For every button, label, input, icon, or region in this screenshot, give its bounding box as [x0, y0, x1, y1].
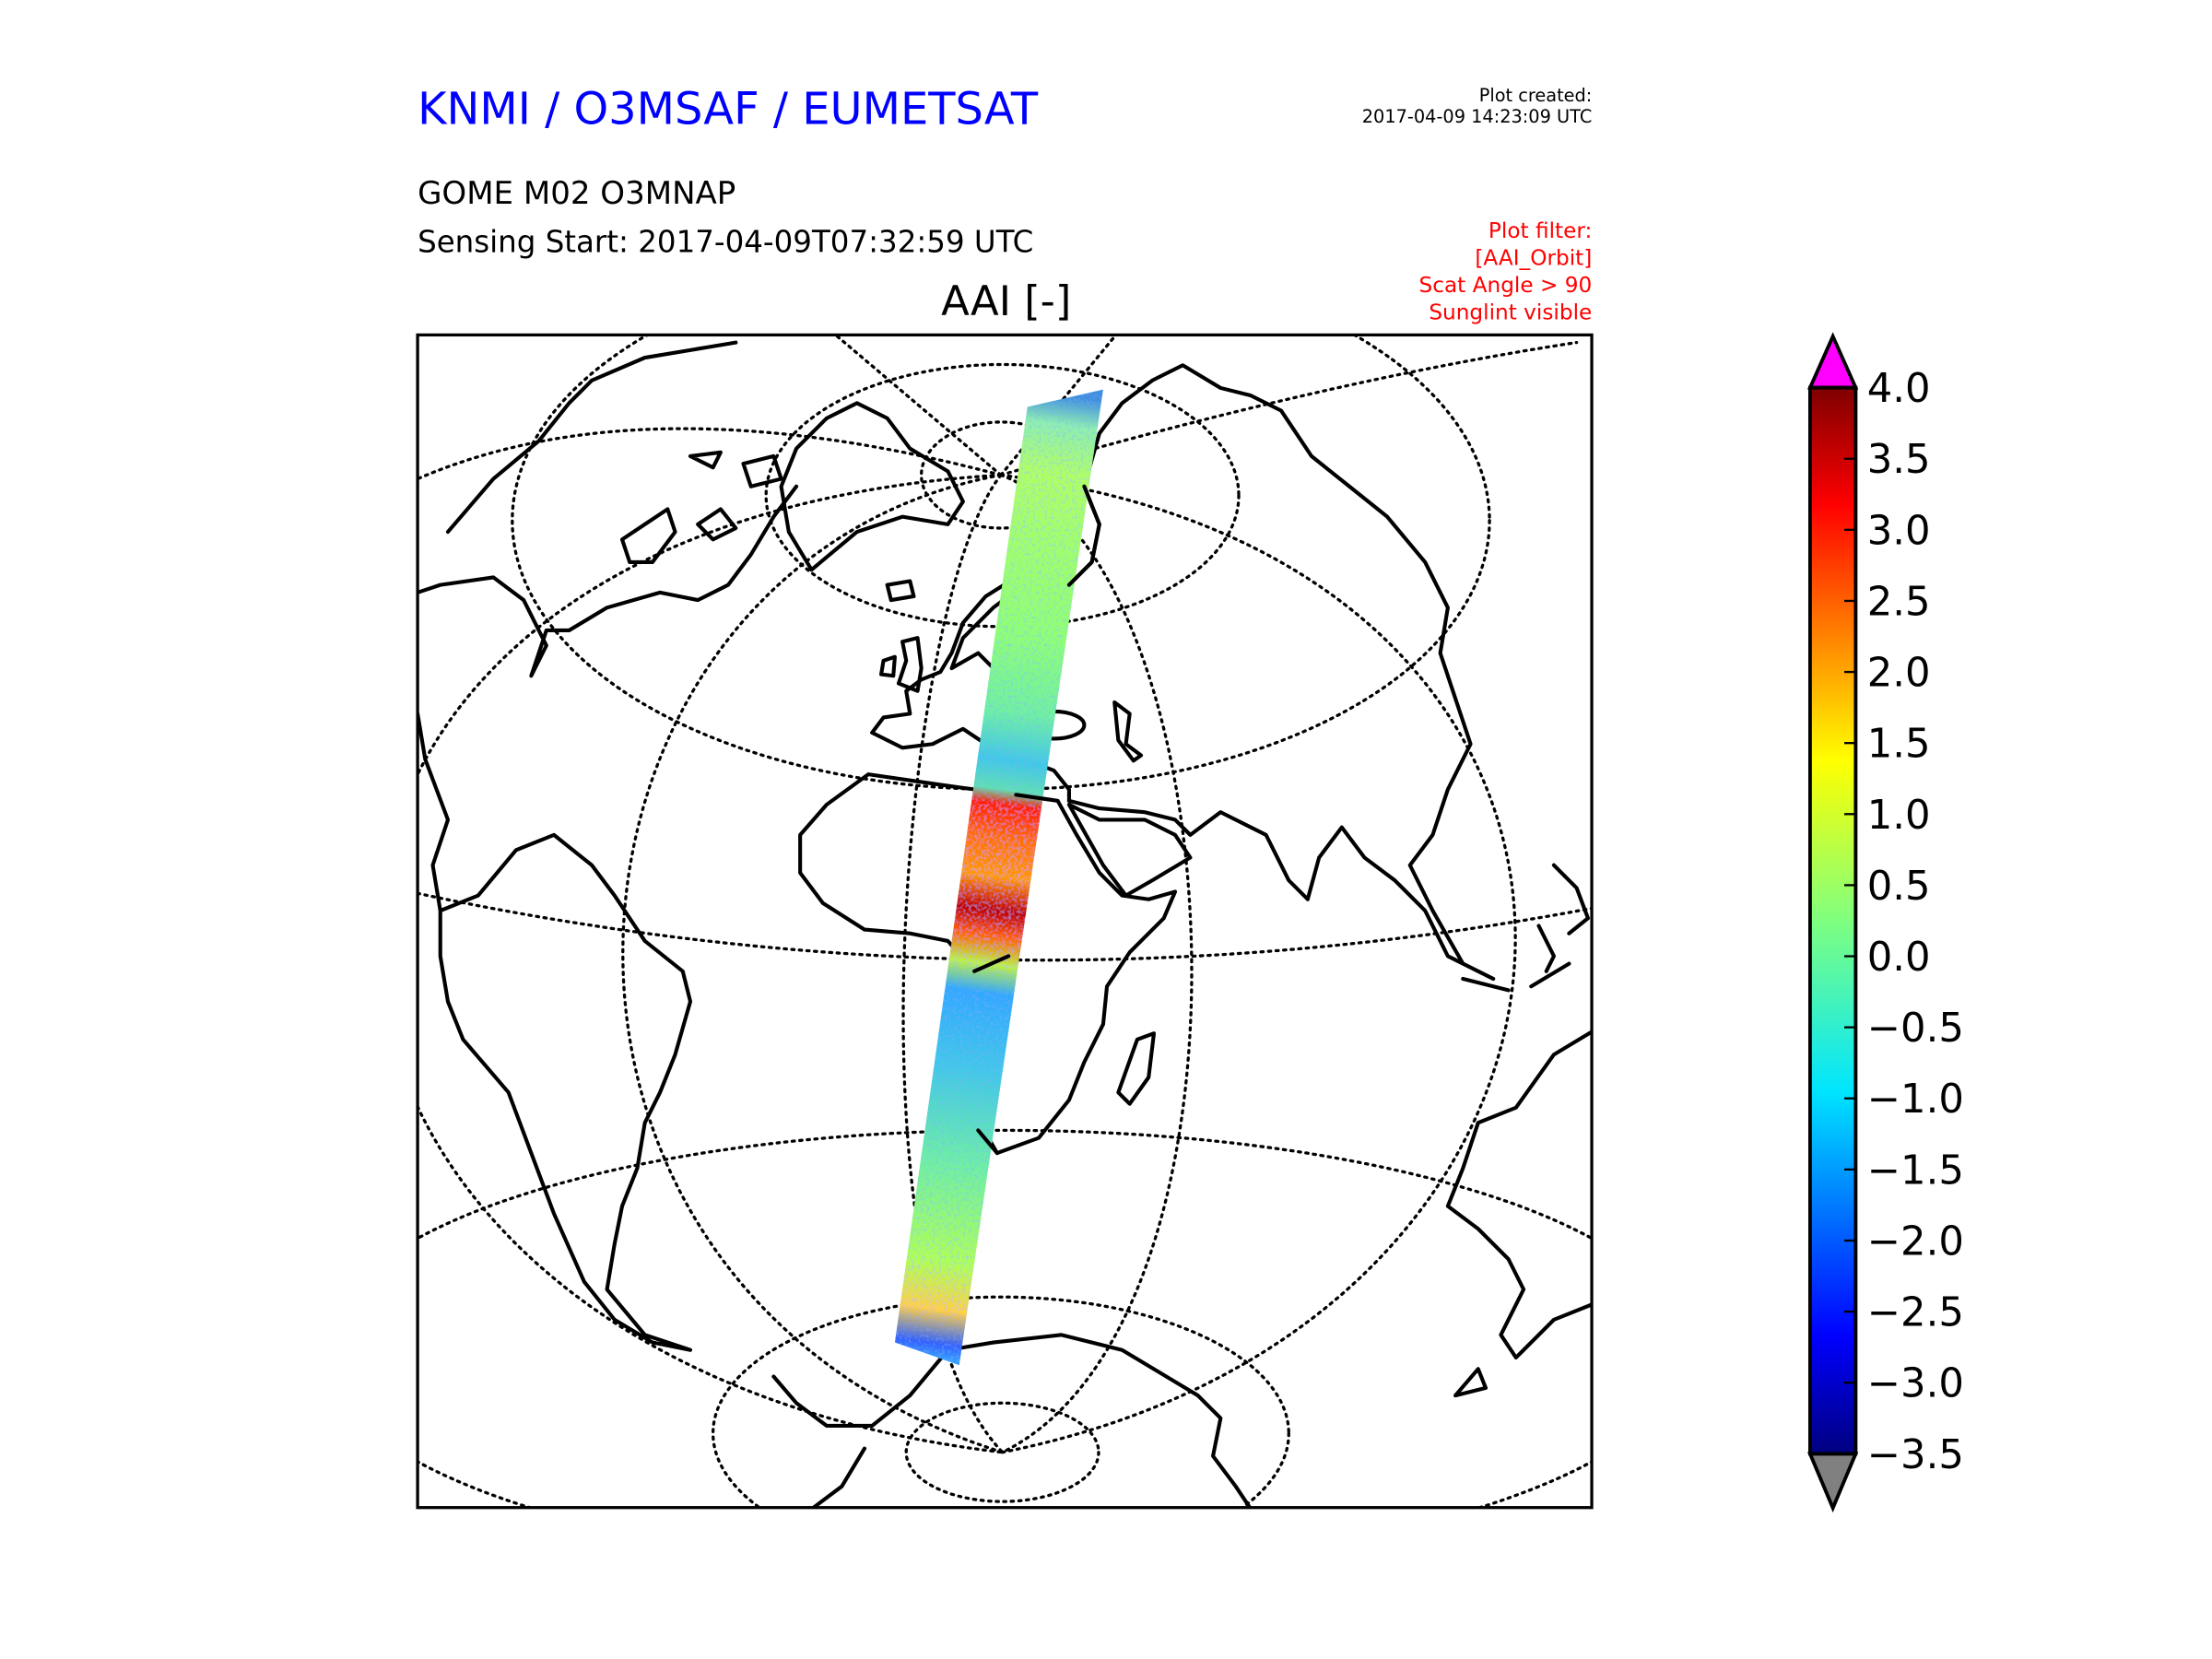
colorbar-over-triangle [1806, 332, 1859, 390]
colorbar-gradient [1807, 385, 1858, 1456]
colorbar-tick-label: −2.5 [1867, 1290, 1964, 1336]
meridian-line [833, 335, 1003, 477]
colorbar-tick-label: 3.0 [1867, 508, 1931, 554]
coastline-greenland [779, 401, 965, 572]
agency-title: KNMI / O3MSAF / EUMETSAT [418, 85, 1039, 135]
coastline-north-america [418, 484, 799, 678]
coastline-arabia [1066, 802, 1193, 898]
colorbar-ticks: 4.0 3.5 3.0 2.5 2.0 1.5 1.0 0.5 0.0 −0.5 −1.0 −1.5 −… [1844, 366, 1964, 1478]
parallel-line [712, 1295, 1290, 1508]
coastlines [418, 340, 1593, 1508]
colorbar-tick-label: −0.5 [1867, 1006, 1964, 1052]
coastline-iceland [885, 579, 916, 603]
plot-title: AAI [-] [941, 276, 1071, 325]
plot-created-label: Plot created: [1479, 85, 1593, 106]
colorbar-tick-label: 0.5 [1867, 864, 1931, 910]
coastline-caspian [1112, 700, 1144, 763]
parallel-line [418, 1128, 1593, 1508]
coastline-new-zealand [1453, 1367, 1488, 1398]
coastline-alaska [445, 340, 738, 535]
plot-filter-line: Scat Angle > 90 [1419, 273, 1593, 298]
map-frame [416, 333, 1594, 1510]
colorbar-tick-label: −3.5 [1867, 1432, 1964, 1478]
sensing-start: Sensing Start: 2017-04-09T07:32:59 UTC [418, 225, 1033, 260]
coastline-madagascar [1116, 1031, 1157, 1106]
meridian-line [621, 473, 1005, 1454]
coastline-australia [1445, 1030, 1593, 1360]
colorbar-tick-label: −1.5 [1867, 1147, 1964, 1194]
meridian-line [418, 427, 1003, 481]
coastline-south-america [438, 832, 693, 1352]
coastline-ireland [879, 654, 897, 678]
product-name: GOME M02 O3MNAP [418, 175, 735, 212]
coastline-eurasia [870, 363, 1496, 982]
coastline-over-swath [972, 484, 1101, 1156]
plot-filter-line: [AAI_Orbit] [1475, 246, 1592, 271]
coastline-uk [896, 636, 924, 693]
plot-filter-line: Sunglint visible [1429, 300, 1592, 324]
colorbar-tick-label: 2.5 [1867, 579, 1931, 625]
colorbar-tick-label: 3.5 [1867, 437, 1931, 483]
plot-created-value: 2017-04-09 14:23:09 UTC [1362, 106, 1593, 127]
plot-filter: Plot filter: [AAI_Orbit] Scat Angle > 90… [1419, 218, 1593, 324]
colorbar-under-triangle [1807, 1452, 1859, 1513]
parallel-line [904, 1401, 1100, 1503]
colorbar-tick-label: −2.0 [1867, 1218, 1964, 1265]
coastline-indonesia [1461, 924, 1571, 993]
map [416, 333, 1594, 1510]
meridian-line [418, 473, 1005, 1454]
colorbar-tick-label: 4.0 [1867, 366, 1931, 412]
aai-orbit-swath [894, 389, 1103, 1366]
colorbar-tick-label: −3.0 [1867, 1361, 1964, 1407]
coastline-antarctica [771, 1333, 1253, 1508]
meridian-line [999, 335, 1118, 477]
coastline-africa [798, 772, 1178, 1156]
coastline-japan [1551, 863, 1590, 935]
meridian-line [999, 473, 1517, 1454]
colorbar-tick-label: 0.0 [1867, 935, 1931, 981]
coastline-central-america [418, 712, 451, 913]
colorbar-tick-label: 1.0 [1867, 793, 1931, 839]
colorbar: 4.0 3.5 3.0 2.5 2.0 1.5 1.0 0.5 0.0 −0.5 −1.0 −1.5 −… [1806, 332, 1964, 1513]
plot-filter-line: Plot filter: [1488, 218, 1592, 243]
coastline-hudson-bay [619, 450, 783, 565]
colorbar-tick-label: −1.0 [1867, 1077, 1964, 1123]
colorbar-tick-label: 1.5 [1867, 722, 1931, 768]
colorbar-tick-label: 2.0 [1867, 651, 1931, 697]
